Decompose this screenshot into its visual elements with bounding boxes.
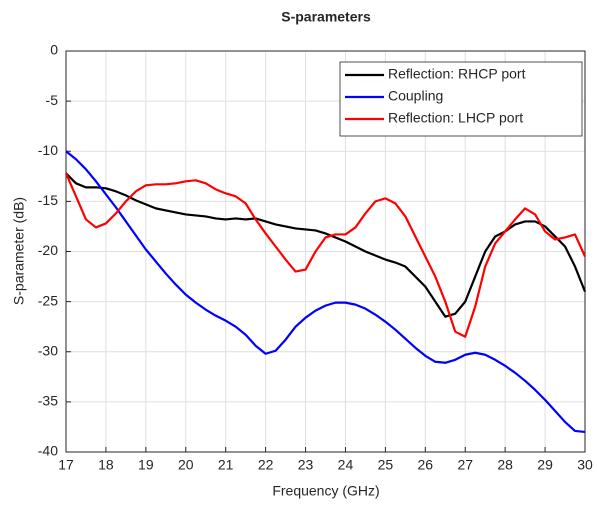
x-tick-label: 17 xyxy=(58,457,74,473)
y-tick-label: -25 xyxy=(38,292,58,308)
x-tick-label: 27 xyxy=(457,457,473,473)
x-tick-label: 19 xyxy=(138,457,154,473)
x-axis-label: Frequency (GHz) xyxy=(272,483,379,499)
series-line xyxy=(64,172,587,338)
x-tick-label: 26 xyxy=(418,457,434,473)
y-tick-label: -5 xyxy=(46,92,59,108)
legend-label: Coupling xyxy=(388,88,443,104)
y-tick-label: -30 xyxy=(38,342,58,358)
series-line xyxy=(65,150,586,434)
y-tick-label: -15 xyxy=(38,192,58,208)
x-tick-label: 25 xyxy=(378,457,394,473)
x-tick-label: 18 xyxy=(98,457,114,473)
x-tick-label: 30 xyxy=(577,457,593,473)
y-tick-label: -40 xyxy=(38,443,58,459)
plot-frame xyxy=(65,50,586,453)
x-tick-label: 20 xyxy=(178,457,194,473)
x-tick-label: 23 xyxy=(298,457,314,473)
legend-label: Reflection: RHCP port xyxy=(388,66,526,82)
x-tick-label: 28 xyxy=(497,457,513,473)
chart-title: S-parameters xyxy=(281,9,371,25)
x-tick-label: 24 xyxy=(338,457,354,473)
series-line xyxy=(65,172,587,318)
y-axis-label: S-parameter (dB) xyxy=(11,197,27,305)
x-tick-label: 22 xyxy=(258,457,274,473)
y-tick-label: -10 xyxy=(38,142,58,158)
y-tick-label: -20 xyxy=(38,242,58,258)
y-tick-label: 0 xyxy=(50,42,58,58)
legend-label: Reflection: LHCP port xyxy=(388,110,523,126)
x-tick-label: 29 xyxy=(537,457,553,473)
y-tick-label: -35 xyxy=(38,393,58,409)
x-tick-label: 21 xyxy=(218,457,234,473)
